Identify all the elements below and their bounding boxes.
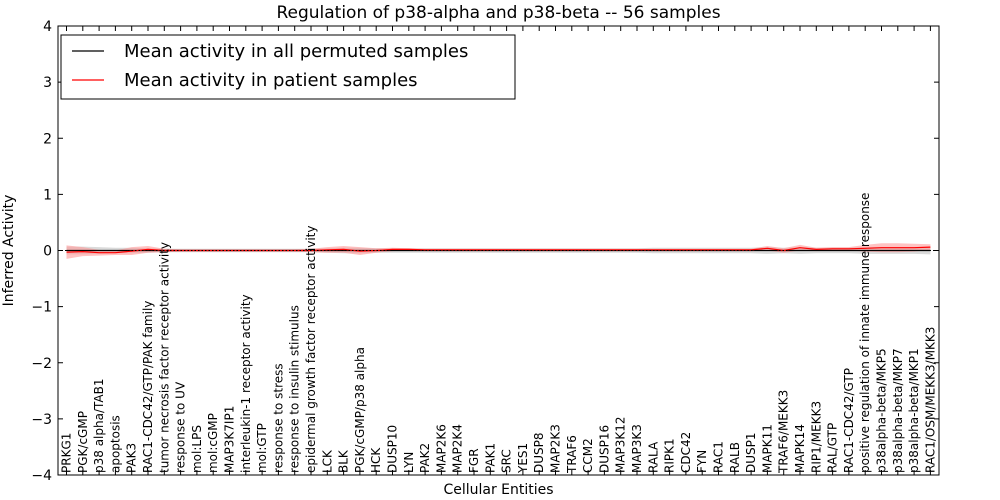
x-tick-label: RAL/GTP: [826, 423, 840, 473]
x-tick-label: response to stress: [271, 363, 285, 473]
x-tick-label: FGR: [467, 448, 481, 473]
x-tick-label: response to insulin stimulus: [288, 305, 302, 473]
x-tick-label: RIP1/MEKK3: [809, 401, 823, 473]
x-tick-label: MAP2K3: [549, 424, 563, 473]
x-tick-label: MAP2K6: [434, 424, 448, 473]
x-tick-label: CCM2: [581, 438, 595, 473]
y-tick-label: −1: [31, 300, 52, 316]
x-tick-label: RALA: [646, 441, 660, 473]
x-tick-label: LCK: [320, 449, 334, 473]
x-tick-label: p38 alpha/TAB1: [92, 379, 106, 473]
x-tick-label: MAPK11: [760, 424, 774, 473]
y-tick-label: −4: [31, 468, 52, 484]
x-tick-label: PAK3: [125, 443, 139, 473]
x-tick-label: apoptosis: [108, 415, 122, 473]
legend-entry: Mean activity in patient samples: [124, 70, 418, 91]
y-axis-label: Inferred Activity: [1, 195, 17, 307]
y-tick-label: 4: [43, 19, 52, 35]
y-tick-label: −2: [31, 356, 52, 372]
x-tick-label: DUSP1: [744, 432, 758, 473]
x-tick-label: DUSP16: [597, 425, 611, 473]
x-tick-label: p38alpha-beta/MKP7: [891, 348, 905, 473]
chart-title: Regulation of p38-alpha and p38-beta -- …: [276, 3, 720, 23]
legend-box: [60, 34, 516, 100]
x-tick-label: RALB: [728, 442, 742, 473]
x-tick-label: interleukin-1 receptor activity: [239, 294, 253, 473]
x-tick-label: MAP3K7IP1: [223, 406, 237, 473]
x-tick-label: RIPK1: [663, 438, 677, 473]
y-tick-label: 1: [43, 187, 52, 203]
x-tick-label: BLK: [337, 449, 351, 473]
x-tick-label: PAK1: [483, 443, 497, 473]
x-axis: PRKG1 PGK/cGMP p38 alpha/TAB1 apoptosis PAK3…: [60, 26, 937, 475]
x-tick-label: PGK/cGMP: [76, 411, 90, 473]
x-tick-label: p38alpha-beta/MKP1: [907, 348, 921, 473]
x-tick-label: FYN: [695, 450, 709, 473]
x-tick-label: PRKG1: [60, 433, 74, 473]
x-axis-label: Cellular Entities: [443, 482, 553, 498]
x-tick-label: CDC42: [679, 432, 693, 473]
y-axis: −4 −3 −2 −1 0 1 2 3 4: [31, 19, 939, 484]
y-tick-label: −3: [31, 412, 52, 428]
x-tick-label: RAC1-CDC42/GTP: [842, 368, 856, 473]
x-tick-label: mol:LPS: [190, 425, 204, 473]
x-tick-label: PAK2: [418, 443, 432, 473]
x-tick-label: RAC1-CDC42/GTP/PAK family: [141, 301, 155, 473]
x-tick-label: YES1: [516, 443, 530, 474]
x-tick-label: MAPK14: [793, 424, 807, 473]
y-tick-label: 2: [43, 131, 52, 147]
x-tick-label: mol:GTP: [255, 423, 269, 473]
x-tick-label: tumor necrosis factor receptor activity: [157, 242, 171, 473]
legend: Mean activity in all permuted samples Mea…: [60, 34, 516, 100]
y-tick-label: 3: [43, 75, 52, 91]
x-tick-label: MAP2K4: [451, 424, 465, 473]
x-tick-label: TRAF6/MEKK3: [777, 390, 791, 474]
x-tick-label: DUSP8: [532, 432, 546, 473]
x-tick-label: MAP3K12: [614, 416, 628, 473]
x-tick-label: p38alpha-beta/MKP5: [875, 348, 889, 473]
x-tick-label: RAC1/OSM/MEKK3/MKK3: [923, 327, 937, 473]
x-tick-label: epidermal growth factor receptor activit…: [304, 226, 318, 473]
x-tick-label: DUSP10: [386, 425, 400, 473]
x-tick-label: positive regulation of innate immune res…: [858, 193, 872, 473]
x-tick-label: MAP3K3: [630, 424, 644, 473]
x-tick-label: SRC: [500, 449, 514, 473]
x-tick-label: response to UV: [174, 381, 188, 473]
x-tick-label: RAC1: [712, 441, 726, 473]
y-tick-label: 0: [43, 244, 52, 260]
legend-entry: Mean activity in all permuted samples: [124, 41, 468, 62]
x-tick-label: LYN: [402, 452, 416, 473]
x-tick-label: PGK/cGMP/p38 alpha: [353, 347, 367, 473]
x-tick-label: TRAF6: [565, 435, 579, 474]
x-tick-label: HCK: [369, 447, 383, 473]
x-tick-label: mol:cGMP: [206, 413, 220, 473]
